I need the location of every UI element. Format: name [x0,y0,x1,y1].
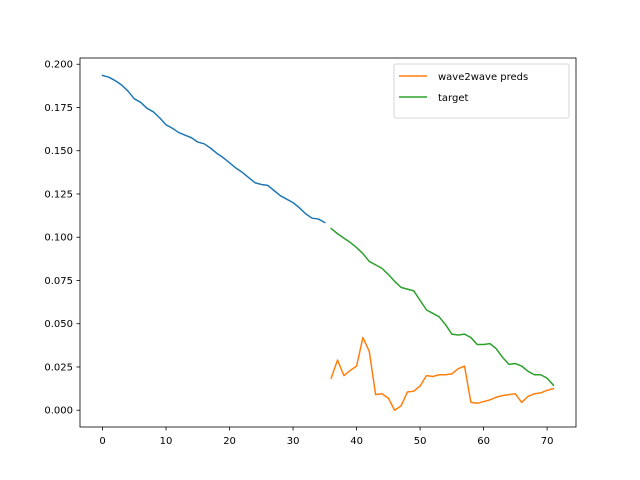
x-tick-label: 10 [160,436,173,447]
y-tick-label: 0.175 [44,103,73,114]
x-tick-label: 0 [99,436,105,447]
y-tick-label: 0.150 [44,146,73,157]
x-tick-label: 20 [223,436,236,447]
series-line-2 [330,227,555,387]
y-tick-label: 0.025 [44,362,73,373]
legend-label-0: wave2wave preds [438,72,528,83]
x-tick-label: 70 [541,436,554,447]
legend-label-1: target [438,93,468,104]
axes-frame [79,57,577,428]
x-tick-label: 60 [477,436,490,447]
series-layer [101,74,555,411]
legend: wave2wave preds target [393,63,570,119]
legend-box [393,63,570,119]
y-tick-label: 0.050 [44,319,73,330]
y-tick-label: 0.200 [44,60,73,71]
x-tick-label: 40 [350,436,363,447]
series-line-1 [330,336,555,411]
axes-layer: 0 10 20 30 40 50 60 70 0.000 0.025 0.050 0.075 0.100… [44,57,577,447]
y-tick-label: 0.000 [44,406,73,417]
y-tick-label: 0.100 [44,233,73,244]
x-tick-label: 50 [414,436,427,447]
series-line-0 [101,74,326,224]
y-tick-label: 0.125 [44,189,73,200]
x-tick-label: 30 [287,436,300,447]
y-tick-label: 0.075 [44,276,73,287]
